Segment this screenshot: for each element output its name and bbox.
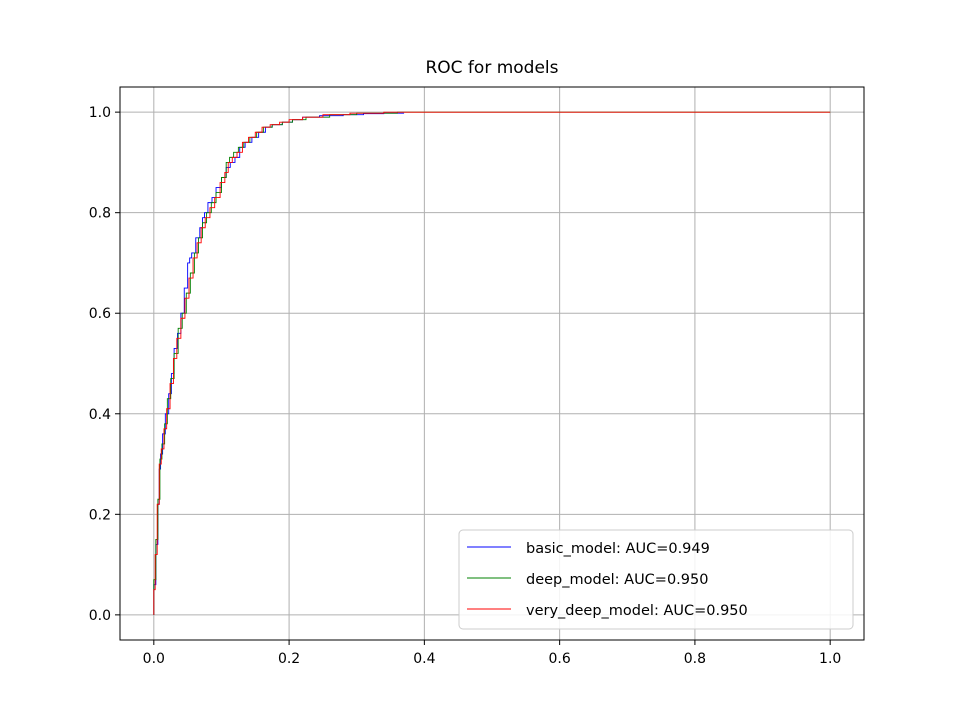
axes-frame	[119, 86, 865, 641]
legend-label-0: basic_model: AUC=0.949	[526, 541, 710, 557]
x-tick-label-3: 0.6	[549, 651, 571, 667]
y-tick-label-2: 0.4	[89, 407, 111, 423]
axis-ticks: 0.0 0.2 0.4 0.6 0.8 1.0 0.0 0.2 0.4 0.6 0.8 1.0	[89, 105, 842, 667]
y-tick-label-1: 0.2	[89, 507, 111, 523]
legend: basic_model: AUC=0.949 deep_model: AUC=0.…	[458, 529, 854, 630]
y-tick-label-0: 0.0	[89, 608, 111, 624]
x-tick-label-2: 0.4	[413, 651, 435, 667]
series-line-2	[153, 111, 831, 615]
y-tick-label-3: 0.6	[89, 306, 111, 322]
x-tick-label-4: 0.8	[684, 651, 706, 667]
legend-label-2: very_deep_model: AUC=0.950	[526, 603, 748, 619]
legend-box	[458, 529, 854, 630]
x-tick-label-1: 0.2	[278, 651, 300, 667]
x-tick-label-0: 0.0	[143, 651, 165, 667]
y-tick-label-4: 0.8	[89, 206, 111, 222]
chart-title: ROC for models	[425, 58, 558, 78]
y-tick-label-5: 1.0	[89, 105, 111, 121]
grid	[120, 87, 864, 640]
legend-label-1: deep_model: AUC=0.950	[526, 572, 708, 588]
series-lines	[153, 111, 831, 615]
x-tick-label-5: 1.0	[819, 651, 841, 667]
